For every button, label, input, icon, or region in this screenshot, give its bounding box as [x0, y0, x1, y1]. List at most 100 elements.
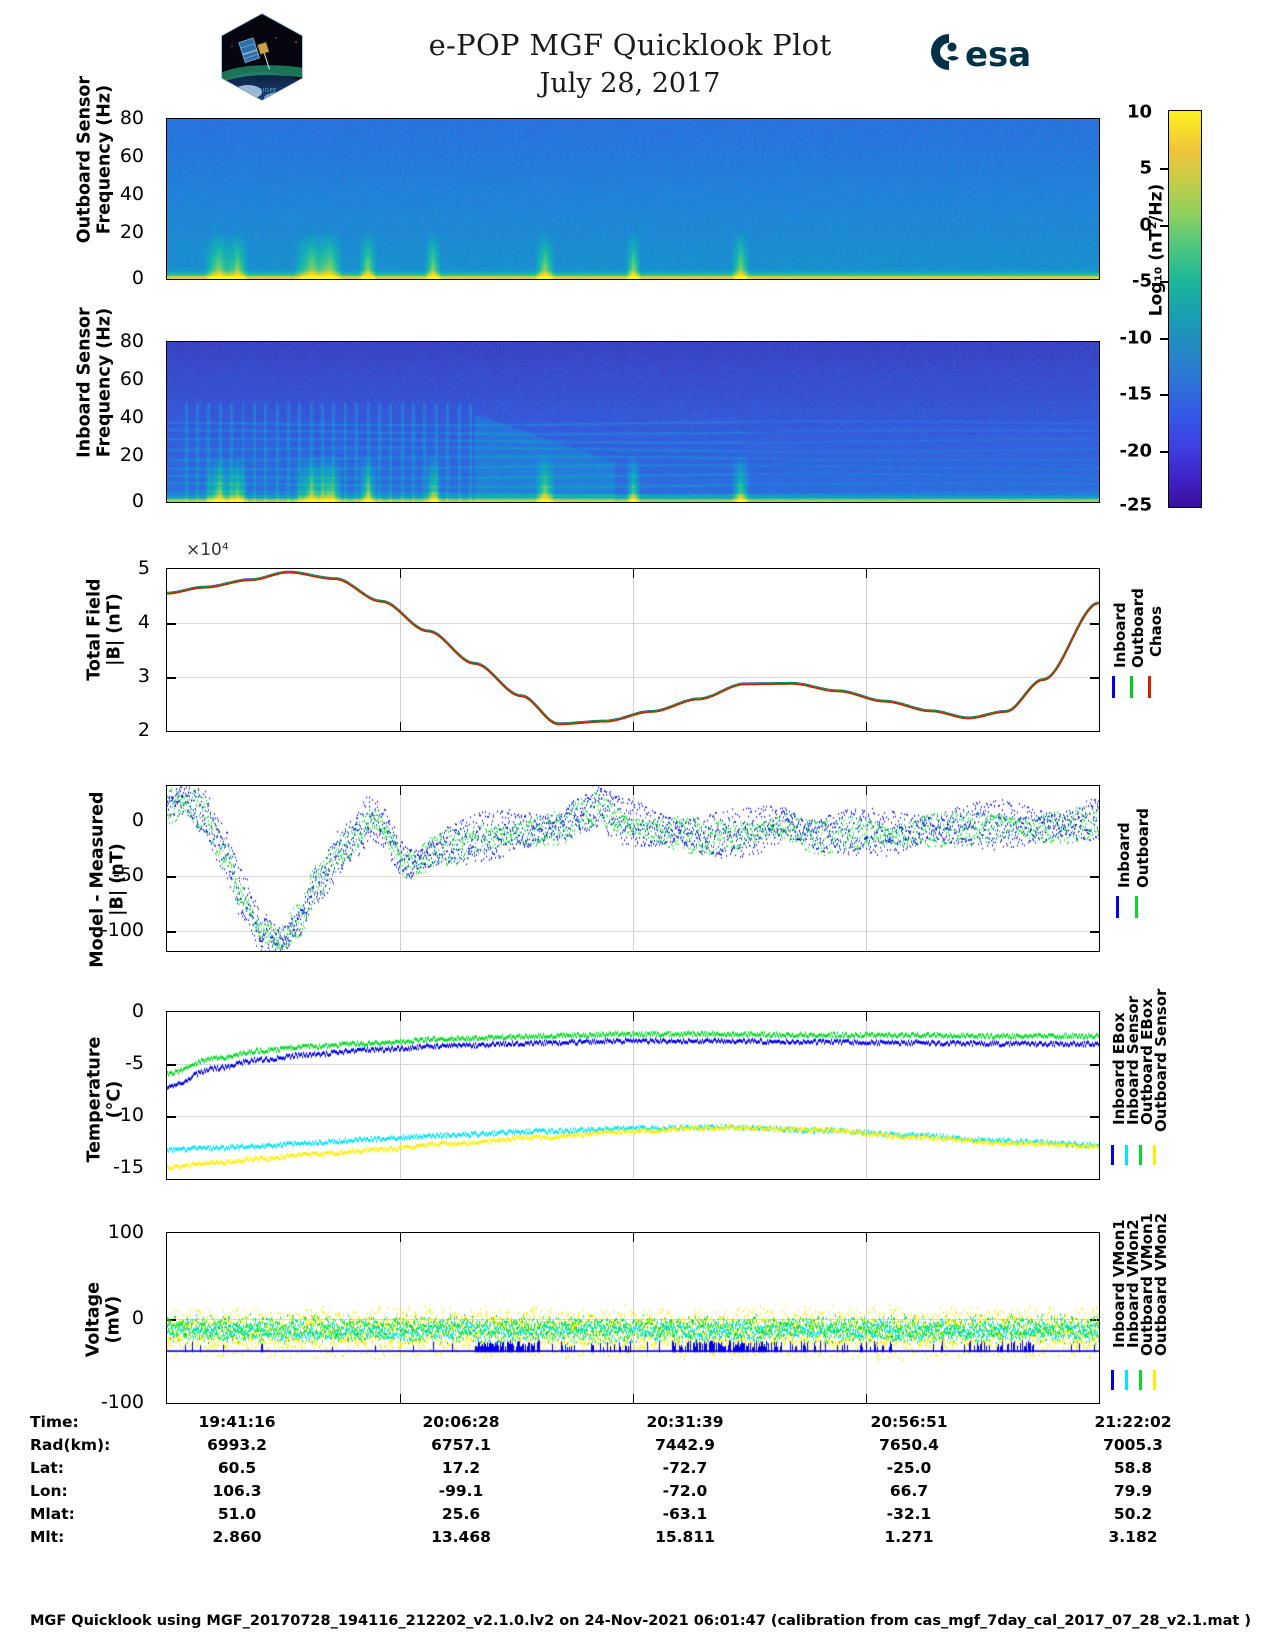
ephemeris-table: Time: 19:41:16 20:06:28 20:31:39 20:56:51 21:… — [30, 1410, 1245, 1548]
temperature-series — [167, 1012, 1099, 1179]
table-cell: -72.0 — [662, 1481, 708, 1500]
table-cell: 1.271 — [884, 1527, 934, 1546]
colorbar-tick: -25 — [1119, 494, 1152, 516]
ytick: 0 — [131, 267, 144, 289]
voltage-series — [167, 1233, 1099, 1403]
colorbar-tickmark — [1160, 225, 1169, 227]
tickmark — [1090, 677, 1099, 679]
table-cell: 2.860 — [212, 1527, 262, 1546]
table-cell: -25.0 — [886, 1458, 932, 1477]
ytick: 0 — [131, 809, 144, 831]
inboard-spectrogram-image — [167, 342, 1099, 502]
page-title: e-POP MGF Quicklook Plot — [428, 28, 832, 62]
table-cell: 6993.2 — [207, 1435, 267, 1454]
ytick: 20 — [119, 444, 144, 466]
table-row-label: Mlat: — [30, 1504, 75, 1523]
tickmark — [633, 569, 635, 578]
legend-swatch — [1112, 676, 1115, 698]
ytick: -100 — [100, 919, 144, 941]
total-field-series — [167, 570, 1099, 726]
esa-wordmark: esa — [965, 35, 1031, 75]
panel-temperature-axes[interactable] — [166, 1011, 1100, 1180]
series-line — [167, 571, 1099, 726]
panel-voltage-axes[interactable] — [166, 1232, 1100, 1404]
model-measured-series — [167, 786, 1099, 951]
ytick: -15 — [112, 1156, 144, 1178]
ytick: 3 — [137, 665, 150, 687]
gridline — [633, 569, 634, 731]
tickmark — [400, 569, 402, 578]
table-cell: -63.1 — [662, 1504, 708, 1523]
table-cell: 6757.1 — [431, 1435, 491, 1454]
table-row-label: Rad(km): — [30, 1435, 111, 1454]
legend-swatch — [1116, 896, 1119, 918]
legend-swatch — [1153, 1145, 1156, 1165]
table-cell: 3.182 — [1108, 1527, 1158, 1546]
legend-swatch — [1148, 676, 1151, 698]
ytick: 2 — [137, 719, 150, 741]
ytick: -5 — [125, 1052, 144, 1074]
ytick: 60 — [119, 368, 144, 390]
colorbar-tickmark — [1160, 168, 1169, 170]
page-header: CASSIOPE e-POP MGF Quicklook Plot July 2… — [0, 0, 1275, 105]
table-cell: 7442.9 — [655, 1435, 715, 1454]
svg-text:CASSIOPE: CASSIOPE — [247, 88, 277, 94]
legend-swatch — [1139, 1370, 1142, 1390]
legend-label: Outboard — [1129, 588, 1147, 668]
table-cell: 13.468 — [431, 1527, 491, 1546]
legend-swatch — [1125, 1370, 1128, 1390]
table-cell: -99.1 — [438, 1481, 484, 1500]
ytick: 4 — [137, 611, 150, 633]
table-row: Mlat: 51.0 25.6 -63.1 -32.1 50.2 — [30, 1502, 1245, 1525]
footer-provenance: MGF Quicklook using MGF_20170728_194116_… — [29, 1613, 1251, 1629]
tickmark — [167, 677, 176, 679]
ytick: 80 — [119, 330, 144, 352]
table-row-label: Mlt: — [30, 1527, 65, 1546]
tickmark — [866, 569, 868, 578]
outboard-spectrogram-image — [167, 119, 1099, 279]
panel-total-field-axes[interactable] — [166, 568, 1100, 732]
table-row-label: Lon: — [30, 1481, 68, 1500]
colorbar-tickmark — [1160, 281, 1169, 283]
panel-model-measured-axes[interactable] — [166, 785, 1100, 952]
table-cell: 60.5 — [217, 1458, 257, 1477]
table-cell: 15.811 — [655, 1527, 715, 1546]
colorbar-tick: -20 — [1119, 440, 1152, 462]
table-cell: 50.2 — [1113, 1504, 1153, 1523]
page-date: July 28, 2017 — [539, 68, 721, 99]
ytick: 0 — [131, 490, 144, 512]
legend-swatch — [1153, 1370, 1156, 1390]
ytick: 5 — [137, 557, 150, 579]
table-cell: 58.8 — [1113, 1458, 1153, 1477]
table-cell: 21:22:02 — [1094, 1412, 1172, 1431]
table-cell: 20:06:28 — [422, 1412, 500, 1431]
ephemeris-table-body: Time: 19:41:16 20:06:28 20:31:39 20:56:51 21:… — [30, 1410, 1245, 1548]
series-line — [167, 571, 1099, 726]
ephemeris-table-grid: Time: 19:41:16 20:06:28 20:31:39 20:56:51 21:… — [30, 1410, 1245, 1548]
colorbar-tick: 0 — [1139, 214, 1152, 236]
table-cell: -72.7 — [662, 1458, 708, 1477]
table-row: Rad(km): 6993.2 6757.1 7442.9 7650.4 7005.3 — [30, 1433, 1245, 1456]
table-cell: 51.0 — [217, 1504, 257, 1523]
gridline — [866, 569, 867, 731]
colorbar[interactable] — [1168, 110, 1202, 508]
table-cell: 79.9 — [1113, 1481, 1153, 1500]
ytick: -100 — [100, 1391, 144, 1413]
table-row: Lon: 106.3 -99.1 -72.0 66.7 79.9 — [30, 1479, 1245, 1502]
table-cell: 106.3 — [212, 1481, 262, 1500]
ytick: -10 — [112, 1104, 144, 1126]
panel-inboard-axes[interactable] — [166, 341, 1100, 503]
colorbar-tick: 5 — [1139, 157, 1152, 179]
legend-swatch — [1111, 1370, 1114, 1390]
ytick: 0 — [131, 1307, 144, 1329]
legend-label: Chaos — [1147, 605, 1165, 657]
table-cell: 25.6 — [441, 1504, 481, 1523]
tickmark — [866, 722, 868, 731]
table-row-label: Time: — [30, 1412, 79, 1431]
table-cell: 7005.3 — [1103, 1435, 1163, 1454]
panel-outboard-axes[interactable] — [166, 118, 1100, 280]
series-line — [167, 570, 1099, 725]
table-cell: -32.1 — [886, 1504, 932, 1523]
table-cell: 19:41:16 — [198, 1412, 276, 1431]
legend-label: Inboard — [1111, 602, 1129, 668]
